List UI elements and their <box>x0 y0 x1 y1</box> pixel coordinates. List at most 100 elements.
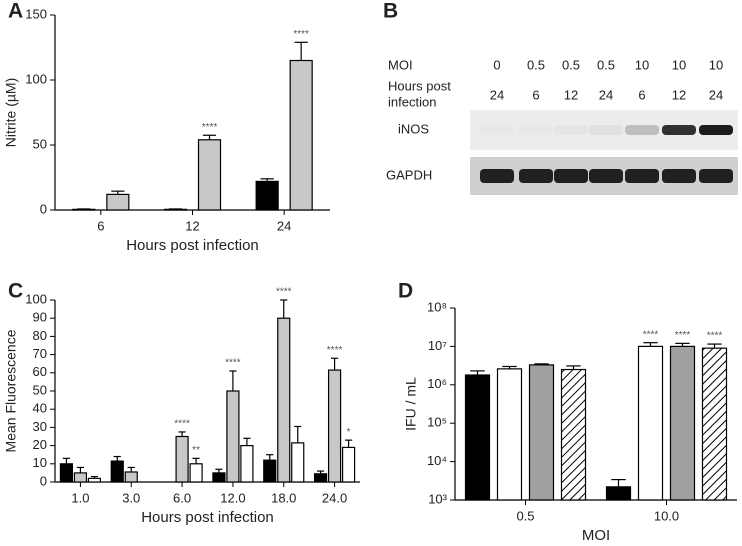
hours-value: 6 <box>532 87 539 102</box>
y-tick-label: 10⁸ <box>427 299 447 314</box>
y-tick-label: 0 <box>40 201 47 216</box>
moi-value: 0.5 <box>597 57 615 72</box>
moi-value: 10 <box>709 57 723 72</box>
hours-value: 12 <box>564 87 578 102</box>
y-tick-label: 150 <box>25 6 47 21</box>
y-tick-label: 50 <box>33 136 47 151</box>
bar <box>72 208 96 211</box>
significance: * <box>347 427 351 438</box>
significance: **** <box>174 419 190 430</box>
bar <box>560 368 587 501</box>
band <box>519 169 553 183</box>
significance: **** <box>675 330 691 341</box>
bar <box>496 368 523 501</box>
band <box>554 169 588 183</box>
moi-value: 0.5 <box>527 57 545 72</box>
moi-value: 10 <box>635 57 649 72</box>
y-tick-label: 100 <box>25 291 47 306</box>
y-tick-label: 10 <box>33 455 47 470</box>
significance: **** <box>276 287 292 298</box>
x-axis-label: Hours post infection <box>141 509 274 526</box>
bar <box>212 472 226 483</box>
moi-value: 0 <box>493 57 500 72</box>
x-tick-label: 12 <box>185 218 199 233</box>
x-tick-label: 18.0 <box>271 490 296 505</box>
bar <box>197 139 222 211</box>
x-tick-label: 6.0 <box>173 490 191 505</box>
significance: **** <box>327 345 343 356</box>
band-label: GAPDH <box>386 167 432 182</box>
y-axis-label: IFU / mL <box>403 377 419 431</box>
row-label: infection <box>388 94 436 109</box>
band <box>662 169 696 183</box>
bar <box>528 364 555 501</box>
band <box>625 125 659 135</box>
hours-value: 24 <box>599 87 613 102</box>
x-tick-label: 10.0 <box>654 508 679 523</box>
hours-value: 24 <box>490 87 504 102</box>
bar <box>637 345 664 501</box>
band <box>699 169 733 183</box>
y-tick-label: 0 <box>40 473 47 488</box>
bar <box>263 459 277 483</box>
panel-letter: D <box>398 280 413 303</box>
x-axis-label: MOI <box>582 527 610 544</box>
significance: **** <box>293 29 309 40</box>
bar <box>341 446 356 483</box>
y-tick-label: 90 <box>33 310 47 325</box>
row-label: Hours post <box>388 78 451 93</box>
bar <box>175 435 189 483</box>
bar <box>464 374 491 501</box>
y-tick-label: 10³ <box>428 491 447 506</box>
bar <box>240 445 254 483</box>
y-axis-label: Nitrite (µM) <box>3 78 19 148</box>
y-tick-label: 10⁴ <box>427 453 447 468</box>
bar <box>110 460 124 483</box>
y-tick-label: 40 <box>33 401 47 416</box>
bar <box>289 59 313 211</box>
bar <box>189 463 203 483</box>
significance: ** <box>192 445 200 456</box>
panel-letter: B <box>383 0 398 23</box>
significance: **** <box>643 329 659 340</box>
bar <box>59 463 74 483</box>
hours-value: 24 <box>709 87 723 102</box>
y-tick-label: 80 <box>33 328 47 343</box>
bar <box>73 472 88 483</box>
y-tick-label: 50 <box>33 382 47 397</box>
significance: **** <box>225 358 241 369</box>
band-label: iNOS <box>398 121 429 136</box>
band <box>589 125 623 135</box>
bar <box>327 369 342 483</box>
band <box>480 125 514 135</box>
band <box>519 125 553 135</box>
hours-value: 12 <box>672 87 686 102</box>
bar <box>291 442 305 483</box>
y-tick-label: 20 <box>33 437 47 452</box>
bar <box>277 317 291 483</box>
x-tick-label: 12.0 <box>220 490 245 505</box>
band <box>625 169 659 183</box>
moi-value: 10 <box>672 57 686 72</box>
x-tick-label: 3.0 <box>122 490 140 505</box>
band <box>699 125 733 135</box>
x-axis-label: Hours post infection <box>126 237 259 254</box>
bar <box>255 180 279 211</box>
y-tick-label: 70 <box>33 346 47 361</box>
x-tick-label: 24.0 <box>322 490 347 505</box>
bar <box>124 471 138 483</box>
band <box>480 169 514 183</box>
x-tick-label: 1.0 <box>71 490 89 505</box>
y-axis-label: Mean Fluorescence <box>3 329 19 452</box>
y-tick-label: 30 <box>33 419 47 434</box>
bar <box>87 477 102 483</box>
bar <box>605 486 632 501</box>
y-tick-label: 10⁷ <box>428 338 447 353</box>
band <box>554 125 588 135</box>
hours-value: 6 <box>638 87 645 102</box>
significance: **** <box>202 122 218 133</box>
row-label: MOI <box>388 57 413 72</box>
y-tick-label: 100 <box>25 71 47 86</box>
panel-letter: C <box>8 280 23 303</box>
